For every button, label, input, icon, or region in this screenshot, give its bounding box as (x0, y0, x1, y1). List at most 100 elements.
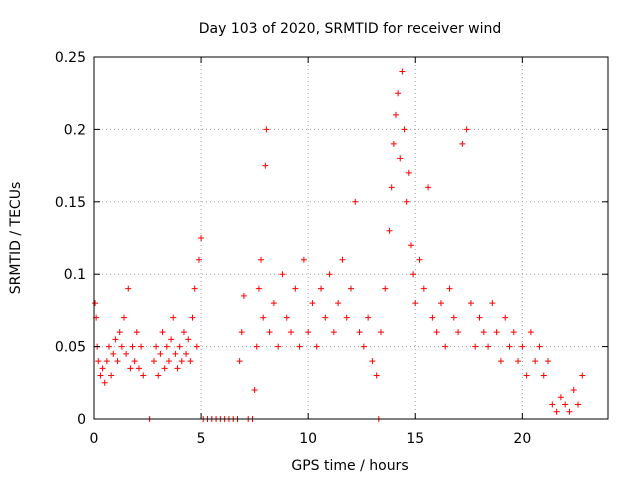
data-point (330, 329, 337, 336)
data-point (258, 256, 265, 263)
data-point (313, 343, 320, 350)
data-point (369, 358, 376, 365)
data-point (540, 372, 547, 379)
data-point (157, 350, 164, 357)
data-point (450, 314, 457, 321)
data-point (480, 329, 487, 336)
data-point (283, 314, 290, 321)
data-point (150, 358, 157, 365)
data-point (296, 343, 303, 350)
data-point (112, 336, 119, 343)
data-point (105, 343, 112, 350)
data-point (497, 358, 504, 365)
y-axis-label: SRMTID / TECUs (8, 182, 24, 295)
data-point (110, 350, 117, 357)
data-point (412, 300, 419, 307)
data-point (114, 358, 121, 365)
data-point (515, 358, 522, 365)
y-tick-label: 0.1 (64, 267, 86, 283)
grid-lines (94, 57, 608, 419)
data-point (442, 343, 449, 350)
data-point (579, 372, 586, 379)
data-point (195, 256, 202, 263)
data-point (348, 285, 354, 292)
data-point (335, 300, 342, 307)
data-point (506, 343, 513, 350)
data-point (502, 314, 509, 321)
data-point (260, 314, 267, 321)
data-point (262, 162, 269, 169)
y-tick-label: 0.05 (55, 340, 86, 356)
data-point (519, 343, 526, 350)
data-point (270, 300, 277, 307)
data-point (238, 329, 245, 336)
data-point (163, 343, 170, 350)
data-point (138, 343, 145, 350)
data-point (489, 300, 496, 307)
data-point (407, 242, 414, 249)
plot-frame (93, 56, 609, 420)
x-axis-label: GPS time / hours (291, 458, 408, 474)
x-tick-label: 5 (197, 431, 206, 447)
data-point (140, 372, 147, 379)
data-point (120, 314, 127, 321)
data-point (191, 285, 198, 292)
y-tick-label: 0.2 (64, 122, 86, 138)
data-point (108, 372, 115, 379)
y-tick-label: 0.25 (55, 50, 86, 66)
data-point (446, 285, 453, 292)
data-point (322, 314, 329, 321)
data-point (401, 126, 408, 133)
y-tick-labels: 0 0.05 0.1 0.15 0.2 0.25 (55, 50, 86, 428)
data-point (467, 300, 474, 307)
axis-ticks (93, 56, 608, 420)
data-point (493, 329, 500, 336)
x-tick-label: 15 (406, 431, 424, 447)
data-point (193, 343, 200, 350)
data-point (429, 314, 436, 321)
data-point (127, 365, 134, 372)
data-point (255, 285, 262, 292)
data-point (360, 343, 367, 350)
data-point (178, 358, 185, 365)
data-point (545, 358, 552, 365)
data-point (161, 365, 168, 372)
data-point (153, 343, 160, 350)
data-point (92, 300, 99, 307)
data-point (172, 350, 179, 357)
data-point (553, 408, 560, 415)
data-point (125, 285, 132, 292)
data-point (410, 271, 417, 278)
data-points (92, 68, 586, 422)
data-point (392, 111, 399, 118)
data-point (263, 126, 270, 133)
data-point (365, 314, 372, 321)
data-point (403, 198, 410, 205)
data-point (155, 372, 162, 379)
data-point (99, 365, 106, 372)
chart-title: Day 103 of 2020, SRMTID for receiver win… (199, 21, 502, 37)
data-point (485, 343, 492, 350)
data-point (549, 401, 556, 408)
data-point (131, 358, 138, 365)
data-point (253, 343, 260, 350)
data-point (566, 408, 573, 415)
x-tick-label: 10 (299, 431, 317, 447)
data-point (339, 256, 346, 263)
data-point (103, 358, 110, 365)
data-point (575, 401, 582, 408)
data-point (275, 343, 282, 350)
data-point (343, 314, 350, 321)
data-point (236, 358, 243, 365)
data-point (300, 256, 307, 263)
data-point (240, 292, 247, 299)
x-tick-label: 20 (513, 431, 531, 447)
x-tick-labels: 0 5 10 15 20 (90, 431, 532, 447)
data-point (356, 329, 363, 336)
data-point (266, 329, 273, 336)
data-point (101, 379, 108, 386)
data-point (180, 329, 187, 336)
data-point (388, 184, 395, 191)
data-point (536, 343, 543, 350)
data-point (433, 329, 440, 336)
